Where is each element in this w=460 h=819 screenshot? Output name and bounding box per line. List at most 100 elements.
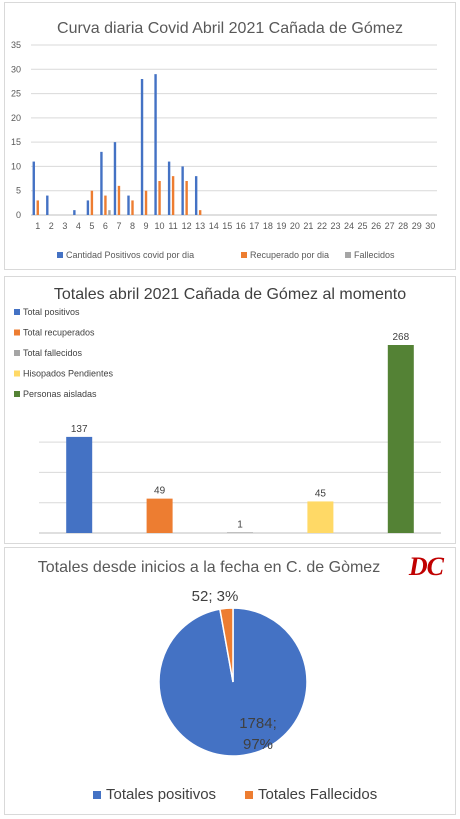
daily-chart-title: Curva diaria Covid Abril 2021 Cañada de … xyxy=(57,20,403,37)
legend-swatch xyxy=(245,791,253,799)
x-tick-label: 23 xyxy=(330,221,340,231)
bar xyxy=(131,200,134,215)
bar xyxy=(32,161,35,215)
x-tick-label: 2 xyxy=(49,221,54,231)
legend-swatch xyxy=(14,391,20,397)
x-tick-label: 29 xyxy=(412,221,422,231)
legend-label: Total fallecidos xyxy=(23,348,83,358)
x-tick-label: 12 xyxy=(182,221,192,231)
bar xyxy=(185,181,188,215)
data-label: 1 xyxy=(237,519,243,530)
bar xyxy=(100,151,103,215)
x-tick-label: 11 xyxy=(168,221,177,231)
pie-chart-title: Totales desde inicios a la fecha en C. d… xyxy=(38,559,380,576)
daily-chart: Curva diaria Covid Abril 2021 Cañada de … xyxy=(11,20,437,260)
legend-swatch xyxy=(93,791,101,799)
x-tick-label: 10 xyxy=(155,221,165,231)
x-tick-label: 21 xyxy=(303,221,313,231)
y-tick-label: 5 xyxy=(16,186,21,196)
x-tick-label: 3 xyxy=(62,221,67,231)
x-tick-label: 24 xyxy=(344,221,354,231)
y-tick-label: 0 xyxy=(16,210,21,220)
y-tick-label: 15 xyxy=(11,137,21,147)
legend-label: Totales positivos xyxy=(106,786,216,803)
bar xyxy=(307,501,334,533)
bar xyxy=(154,74,157,216)
legend-swatch xyxy=(14,350,20,356)
pie-slice xyxy=(219,607,234,683)
x-tick-label: 13 xyxy=(195,221,205,231)
bar xyxy=(144,190,148,215)
bar xyxy=(181,166,184,215)
slice-label: 52; 3% xyxy=(192,588,239,605)
bar xyxy=(194,176,198,215)
totals-chart-panel: Totales abril 2021 Cañada de Gómez al mo… xyxy=(4,276,456,544)
y-tick-label: 25 xyxy=(11,89,21,99)
slice-label: 97% xyxy=(243,736,273,753)
legend-swatch xyxy=(345,252,351,258)
x-tick-label: 15 xyxy=(222,221,232,231)
bar xyxy=(167,161,171,215)
legend-label: Total recuperados xyxy=(23,328,95,338)
totals-chart-title: Totales abril 2021 Cañada de Gómez al mo… xyxy=(54,286,406,303)
x-tick-label: 7 xyxy=(116,221,121,231)
x-tick-label: 22 xyxy=(317,221,327,231)
data-label: 268 xyxy=(392,332,409,343)
bar xyxy=(146,498,173,533)
y-tick-label: 30 xyxy=(11,64,21,74)
x-tick-label: 20 xyxy=(290,221,300,231)
x-tick-label: 28 xyxy=(398,221,408,231)
bar xyxy=(158,181,161,215)
data-label: 45 xyxy=(315,488,327,499)
x-tick-label: 4 xyxy=(76,221,81,231)
bar xyxy=(104,195,107,215)
legend-swatch xyxy=(14,329,20,336)
x-tick-label: 14 xyxy=(209,221,219,231)
x-tick-label: 6 xyxy=(103,221,108,231)
bar xyxy=(387,345,414,533)
legend-label: Recuperado por dia xyxy=(250,250,329,260)
slice-label: 1784; xyxy=(239,715,277,732)
pie-chart-panel: DC Totales desde inicios a la fecha en C… xyxy=(4,547,456,815)
bar xyxy=(73,210,76,215)
bar xyxy=(140,79,144,215)
data-label: 49 xyxy=(154,486,166,497)
data-label: 137 xyxy=(71,424,88,435)
y-tick-label: 35 xyxy=(11,40,21,50)
x-tick-label: 5 xyxy=(89,221,94,231)
legend-swatch xyxy=(241,252,247,258)
legend-label: Total positivos xyxy=(23,307,80,317)
bar xyxy=(127,195,130,215)
bar xyxy=(171,176,175,215)
legend-swatch xyxy=(14,309,20,315)
totals-chart: Totales abril 2021 Cañada de Gómez al mo… xyxy=(14,286,441,534)
x-tick-label: 18 xyxy=(263,221,273,231)
x-tick-label: 19 xyxy=(276,221,286,231)
legend-swatch xyxy=(14,370,20,377)
legend-label: Fallecidos xyxy=(354,250,395,260)
bar xyxy=(66,436,93,533)
bar xyxy=(86,200,90,215)
daily-chart-panel: Curva diaria Covid Abril 2021 Cañada de … xyxy=(4,2,456,270)
x-tick-label: 26 xyxy=(371,221,381,231)
x-tick-label: 30 xyxy=(425,221,435,231)
bar xyxy=(108,210,111,215)
pie-chart: Totales desde inicios a la fecha en C. d… xyxy=(38,559,380,803)
bar xyxy=(46,195,49,215)
bar xyxy=(117,185,121,215)
dc-logo: DC xyxy=(408,552,444,581)
bar xyxy=(90,190,94,215)
x-tick-label: 25 xyxy=(358,221,368,231)
legend-label: Cantidad Positivos covid por dia xyxy=(66,250,194,260)
legend-label: Hisopados Pendientes xyxy=(23,369,114,379)
bar xyxy=(198,210,202,215)
legend-label: Personas aisladas xyxy=(23,389,97,399)
x-tick-label: 27 xyxy=(385,221,395,231)
x-tick-label: 1 xyxy=(35,221,40,231)
legend-label: Totales Fallecidos xyxy=(258,786,377,803)
x-tick-label: 17 xyxy=(249,221,259,231)
bar xyxy=(113,142,117,215)
x-tick-label: 8 xyxy=(130,221,135,231)
bar xyxy=(36,200,39,215)
legend-swatch xyxy=(57,252,63,258)
